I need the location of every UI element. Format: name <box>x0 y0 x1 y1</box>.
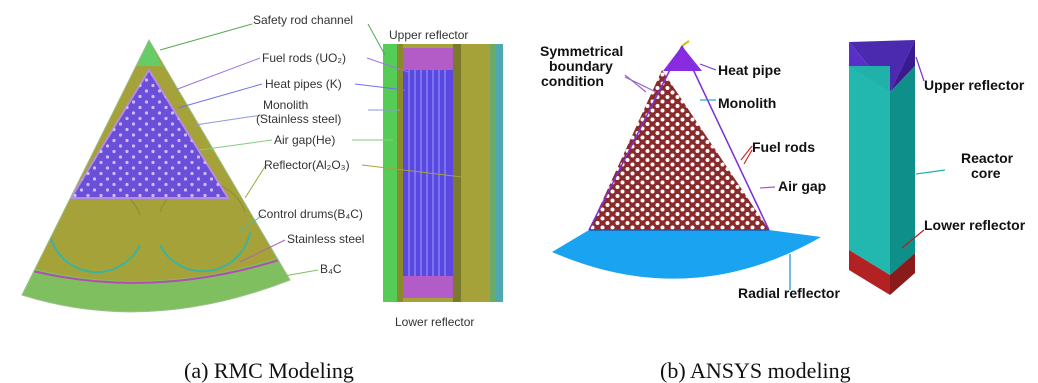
label-symmetrical: Symmetrical <box>540 43 623 59</box>
label-air-gap-b: Air gap <box>778 178 826 194</box>
caption-a: (a) RMC Modeling <box>184 358 354 383</box>
label-stainless-steel: Stainless steel <box>287 232 364 246</box>
label-boundary: boundary <box>549 58 613 74</box>
label-condition: condition <box>541 73 604 89</box>
label-lower-reflector-b: Lower reflector <box>924 217 1026 233</box>
label-fuel-rods-b: Fuel rods <box>752 139 815 155</box>
ansys-labels: Symmetrical boundary condition Heat pipe… <box>540 43 1026 301</box>
label-monolith-material: (Stainless steel) <box>256 112 341 126</box>
label-radial-reflector: Radial reflector <box>738 285 840 301</box>
rmc-axial-view <box>383 44 503 302</box>
rmc-labels: Safety rod channel Upper reflector Fuel … <box>253 13 474 329</box>
label-b4c: B₄C <box>320 262 342 276</box>
rmc-sector-model <box>22 40 290 312</box>
label-reflector-al2o3: Reflector(Al₂O₃) <box>264 158 350 172</box>
label-monolith-a: Monolith <box>263 98 308 112</box>
label-fuel-rods-a: Fuel rods (UO₂) <box>262 51 346 65</box>
label-control-drums: Control drums(B₄C) <box>258 207 363 221</box>
rmc-leader-lines <box>159 23 471 283</box>
label-air-gap-he: Air gap(He) <box>274 133 335 147</box>
ansys-axial-view <box>849 40 915 295</box>
label-safety-rod-channel: Safety rod channel <box>253 13 353 27</box>
label-lower-reflector-a: Lower reflector <box>395 315 474 329</box>
label-heat-pipe: Heat pipe <box>718 62 781 78</box>
label-core: core <box>971 165 1001 181</box>
label-heat-pipes: Heat pipes (K) <box>265 77 342 91</box>
label-upper-reflector-a: Upper reflector <box>389 28 468 42</box>
caption-b: (b) ANSYS modeling <box>660 358 851 383</box>
ansys-leader-lines <box>624 56 946 290</box>
ansys-sector-model <box>552 40 821 279</box>
rmc-sector-outline <box>21 38 291 313</box>
label-reactor: Reactor <box>961 150 1014 166</box>
label-monolith-b: Monolith <box>718 95 776 111</box>
label-upper-reflector-b: Upper reflector <box>924 77 1025 93</box>
